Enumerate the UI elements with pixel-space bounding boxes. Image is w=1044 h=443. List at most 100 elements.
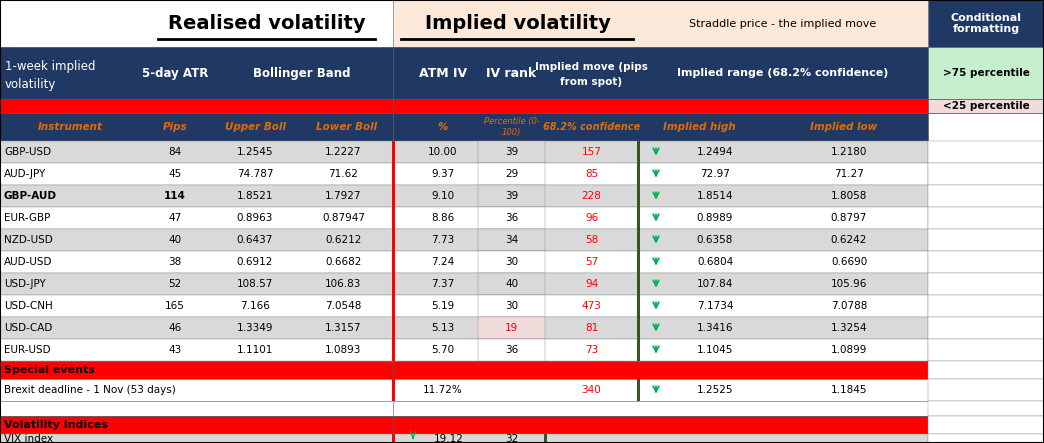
Bar: [392, 339, 395, 361]
Bar: [392, 273, 395, 295]
Text: 7.0788: 7.0788: [831, 301, 868, 311]
Text: 71.62: 71.62: [329, 169, 358, 179]
Bar: [928, 99, 1044, 113]
Text: 1.1101: 1.1101: [237, 345, 274, 355]
Bar: [928, 361, 1044, 379]
Text: 47: 47: [168, 213, 182, 223]
Text: 7.73: 7.73: [431, 235, 454, 245]
Bar: [392, 295, 395, 317]
Bar: [393, 295, 928, 317]
Bar: [478, 339, 545, 361]
Bar: [928, 185, 1044, 207]
Text: 0.6437: 0.6437: [237, 235, 274, 245]
Text: GBP-AUD: GBP-AUD: [4, 191, 57, 201]
Text: NZD-USD: NZD-USD: [4, 235, 53, 245]
Bar: [0, 113, 393, 141]
Bar: [478, 207, 545, 229]
Text: VIX index: VIX index: [4, 434, 53, 443]
Bar: [393, 185, 928, 207]
Bar: [0, 339, 393, 361]
Bar: [392, 141, 395, 163]
Text: 0.8989: 0.8989: [696, 213, 733, 223]
Text: 85: 85: [585, 169, 598, 179]
Text: 36: 36: [505, 345, 518, 355]
Bar: [637, 163, 640, 185]
Text: <25 percentile: <25 percentile: [943, 101, 1029, 111]
Text: 0.6242: 0.6242: [831, 235, 868, 245]
Text: 30: 30: [505, 301, 518, 311]
Text: Special events: Special events: [4, 365, 95, 375]
Text: 57: 57: [585, 257, 598, 267]
Text: 1.2180: 1.2180: [831, 147, 868, 157]
Text: Percentile (0-
100): Percentile (0- 100): [483, 117, 540, 137]
Bar: [393, 434, 928, 443]
Bar: [393, 401, 928, 416]
Bar: [478, 295, 545, 317]
Text: 96: 96: [585, 213, 598, 223]
Text: 94: 94: [585, 279, 598, 289]
Bar: [637, 207, 640, 229]
Bar: [393, 47, 928, 99]
Text: 1.2545: 1.2545: [237, 147, 274, 157]
Bar: [637, 339, 640, 361]
Text: 7.0548: 7.0548: [326, 301, 361, 311]
Text: 114: 114: [164, 191, 186, 201]
Bar: [637, 251, 640, 273]
Text: 8.86: 8.86: [431, 213, 454, 223]
Bar: [393, 163, 928, 185]
Bar: [478, 229, 545, 251]
Bar: [478, 251, 545, 273]
Text: Implied high: Implied high: [663, 122, 735, 132]
Bar: [637, 185, 640, 207]
Text: 0.6358: 0.6358: [696, 235, 733, 245]
Text: EUR-GBP: EUR-GBP: [4, 213, 50, 223]
Bar: [393, 99, 928, 113]
Text: 1-week implied: 1-week implied: [5, 60, 95, 73]
Bar: [0, 434, 393, 443]
Bar: [393, 229, 928, 251]
Bar: [0, 295, 393, 317]
Bar: [393, 273, 928, 295]
Text: 5.13: 5.13: [431, 323, 454, 333]
Text: 46: 46: [168, 323, 182, 333]
Text: 0.87947: 0.87947: [322, 213, 365, 223]
Bar: [478, 185, 545, 207]
Text: 0.6912: 0.6912: [237, 257, 274, 267]
Text: 157: 157: [582, 147, 601, 157]
Bar: [393, 317, 928, 339]
Text: %: %: [437, 122, 448, 132]
Bar: [478, 141, 545, 163]
Bar: [0, 251, 393, 273]
Text: Volatility Indices: Volatility Indices: [4, 420, 108, 430]
Text: 1.8514: 1.8514: [696, 191, 733, 201]
Text: Implied volatility: Implied volatility: [425, 14, 611, 33]
Text: USD-CAD: USD-CAD: [4, 323, 52, 333]
Bar: [928, 317, 1044, 339]
Text: AUD-JPY: AUD-JPY: [4, 169, 46, 179]
Bar: [0, 317, 393, 339]
Text: USD-CNH: USD-CNH: [4, 301, 53, 311]
Bar: [393, 207, 928, 229]
Text: 68.2% confidence: 68.2% confidence: [543, 122, 640, 132]
Text: 1.3349: 1.3349: [237, 323, 274, 333]
Text: 52: 52: [168, 279, 182, 289]
Text: 165: 165: [165, 301, 185, 311]
Bar: [0, 361, 393, 379]
Bar: [0, 0, 393, 47]
Text: AUD-USD: AUD-USD: [4, 257, 52, 267]
Text: GBP-USD: GBP-USD: [4, 147, 51, 157]
Text: 40: 40: [168, 235, 182, 245]
Text: 74.787: 74.787: [237, 169, 274, 179]
Text: 1.0893: 1.0893: [326, 345, 361, 355]
Bar: [928, 113, 1044, 141]
Text: 228: 228: [582, 191, 601, 201]
Text: 34: 34: [505, 235, 518, 245]
Bar: [392, 434, 395, 443]
Bar: [637, 229, 640, 251]
Text: 1.3157: 1.3157: [326, 323, 362, 333]
Bar: [637, 273, 640, 295]
Bar: [393, 0, 928, 47]
Text: 0.8963: 0.8963: [237, 213, 274, 223]
Text: 7.166: 7.166: [240, 301, 270, 311]
Text: 10.00: 10.00: [428, 147, 457, 157]
